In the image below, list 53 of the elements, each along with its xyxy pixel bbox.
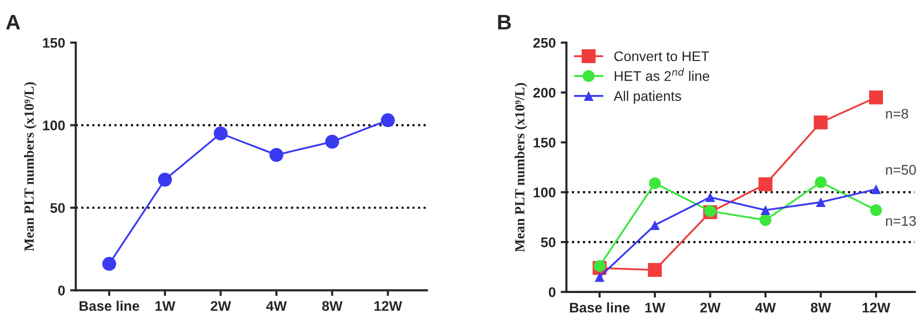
point [760, 205, 770, 216]
point [814, 115, 828, 130]
x-tick-label: 8W [322, 301, 343, 311]
x-tick-label: 2W [700, 302, 721, 312]
point [102, 256, 116, 271]
point [648, 263, 662, 277]
annotation: n=13 [886, 216, 916, 226]
point [869, 90, 883, 104]
x-tick-label: Base line [570, 302, 630, 313]
legend-label: Convert to HET [614, 51, 710, 62]
legend-label: All patients [614, 90, 682, 104]
x-tick-label: 2W [210, 301, 232, 311]
point [269, 148, 284, 162]
y-tick-label: 50 [540, 237, 556, 248]
point [650, 220, 660, 230]
point [816, 197, 826, 208]
y-tick-label: 100 [43, 120, 65, 130]
point [594, 260, 606, 272]
point [758, 177, 772, 192]
y-tick-label: 200 [533, 88, 556, 98]
y-tick-label: 0 [58, 286, 65, 296]
y-axis-title: Mean PLT numbers (x10⁹/L) [514, 83, 528, 252]
y-tick-label: 100 [534, 188, 556, 198]
chart-title: B [498, 14, 511, 30]
x-tick-label: 8W [810, 302, 832, 313]
x-tick-label: 4W [266, 301, 287, 311]
x-tick-label: 12W [374, 301, 402, 311]
y-axis-title: Mean PLT numbers (x10⁹/L) [24, 82, 37, 252]
x-tick-label: 1W [155, 301, 176, 311]
point [325, 134, 340, 149]
point [648, 177, 661, 190]
point [870, 204, 882, 216]
x-tick-label: Base line [80, 300, 140, 311]
point [705, 192, 716, 202]
y-tick-label: 0 [548, 287, 556, 298]
y-tick-label: 250 [533, 38, 556, 48]
annotation: n=8 [886, 108, 908, 119]
x-tick-label: 12W [862, 302, 890, 312]
y-tick-label: 50 [50, 203, 65, 213]
point [760, 214, 772, 226]
legend-label: HET as 2$^{nd}$ line [614, 68, 710, 81]
x-tick-label: 1W [645, 302, 666, 312]
y-tick-label: 150 [534, 138, 556, 148]
point [214, 126, 228, 140]
point [158, 172, 172, 187]
x-tick-label: 4W [755, 302, 776, 312]
annotation: n=50 [886, 164, 916, 175]
point [380, 113, 395, 128]
chart-title: A [6, 15, 20, 30]
point [871, 184, 881, 194]
point [594, 272, 604, 282]
point [814, 176, 827, 188]
y-tick-label: 150 [43, 38, 65, 48]
